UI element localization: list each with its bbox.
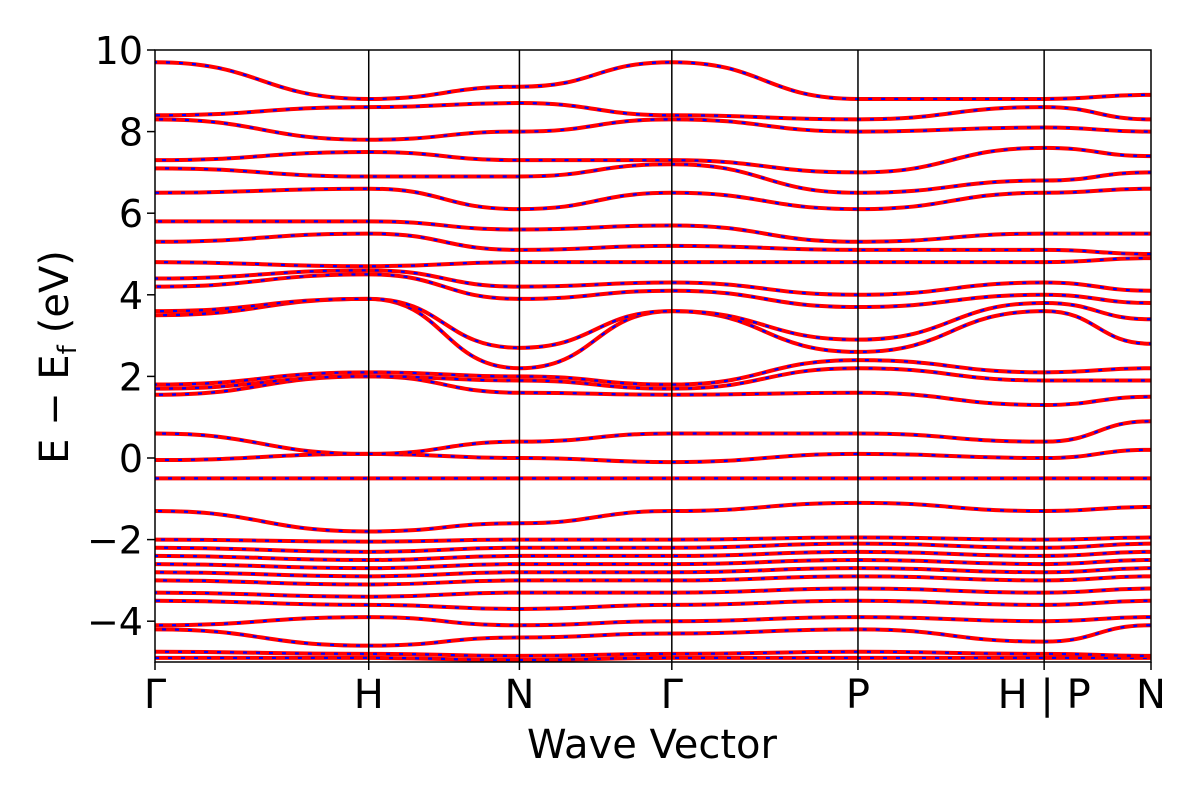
band-dash: [155, 367, 1151, 390]
band-line: [155, 296, 1151, 350]
band-line: [155, 145, 1151, 175]
band-b12: [155, 535, 1151, 544]
band-b29: [155, 145, 1151, 175]
band-dash: [155, 501, 1151, 533]
x-tick-label: N: [1136, 672, 1166, 718]
y-tick-label: 4: [119, 274, 143, 318]
band-b05: [155, 598, 1151, 611]
band-dash: [155, 375, 1151, 407]
band-dash: [155, 297, 1151, 349]
y-axis: −4 −2 0 2 4 6 8 10: [87, 29, 155, 644]
kpoint-lines: [367, 50, 1045, 662]
band-b02: [155, 649, 1151, 658]
band-line: [155, 296, 1151, 371]
band-dash: [155, 616, 1151, 627]
band-line: [155, 231, 1151, 256]
band-line: [155, 649, 1151, 658]
band-dash: [155, 61, 1151, 101]
y-tick-label: −2: [87, 519, 143, 563]
x-tick-label: Γ: [661, 672, 684, 718]
band-dash: [155, 567, 1151, 578]
x-tick-label: N: [504, 672, 534, 718]
band-dash: [155, 118, 1151, 141]
band-dash: [155, 297, 1151, 370]
band-dash: [155, 232, 1151, 256]
y-tick-label: 0: [119, 437, 143, 481]
y-axis-label-unit: (eV): [32, 250, 78, 333]
band-b25: [155, 231, 1151, 256]
band-b20: [155, 296, 1151, 371]
band-b06: [155, 586, 1151, 599]
band-b32: [155, 60, 1151, 101]
x-tick-label: H | P: [998, 672, 1091, 718]
plot-frame: [154, 49, 1152, 663]
band-b01: [155, 655, 1151, 662]
y-tick-label: 10: [95, 29, 143, 73]
band-b26: [155, 219, 1151, 244]
band-line: [155, 500, 1151, 534]
x-axis-label: Wave Vector: [527, 722, 778, 768]
x-tick-label: H: [354, 672, 384, 718]
bands-layer: [155, 60, 1151, 662]
band-b04: [155, 615, 1151, 628]
band-dash: [155, 269, 1151, 296]
band-line: [155, 219, 1151, 244]
x-tick-label: P: [846, 672, 870, 718]
band-b21: [155, 296, 1151, 350]
y-tick-label: −4: [87, 600, 143, 644]
band-b16: [155, 419, 1151, 456]
y-tick-label: 8: [119, 111, 143, 155]
band-dash: [155, 273, 1151, 309]
band-b31: [155, 101, 1151, 122]
band-line: [155, 419, 1151, 456]
y-axis-label-subscript: f: [53, 344, 83, 354]
y-axis-label: E − Ef (eV): [32, 250, 83, 464]
x-axis: Γ H N Γ P H | P N: [144, 662, 1166, 718]
band-b03: [155, 623, 1151, 648]
band-dash: [155, 187, 1151, 211]
band-dash: [155, 420, 1151, 456]
band-b30: [155, 117, 1151, 142]
band-b13: [155, 500, 1151, 534]
y-tick-label: 2: [119, 355, 143, 399]
x-tick-label: Γ: [144, 672, 167, 718]
band-line: [155, 60, 1151, 101]
band-dash: [155, 558, 1151, 570]
band-line: [155, 541, 1151, 554]
band-line: [155, 186, 1151, 212]
band-line: [155, 256, 1151, 269]
band-line: [155, 101, 1151, 122]
y-axis-label-main: E − E: [32, 354, 78, 464]
band-b11: [155, 541, 1151, 554]
band-b27: [155, 186, 1151, 212]
band-b24: [155, 256, 1151, 269]
y-tick-label: 6: [119, 192, 143, 236]
band-dash: [155, 220, 1151, 243]
